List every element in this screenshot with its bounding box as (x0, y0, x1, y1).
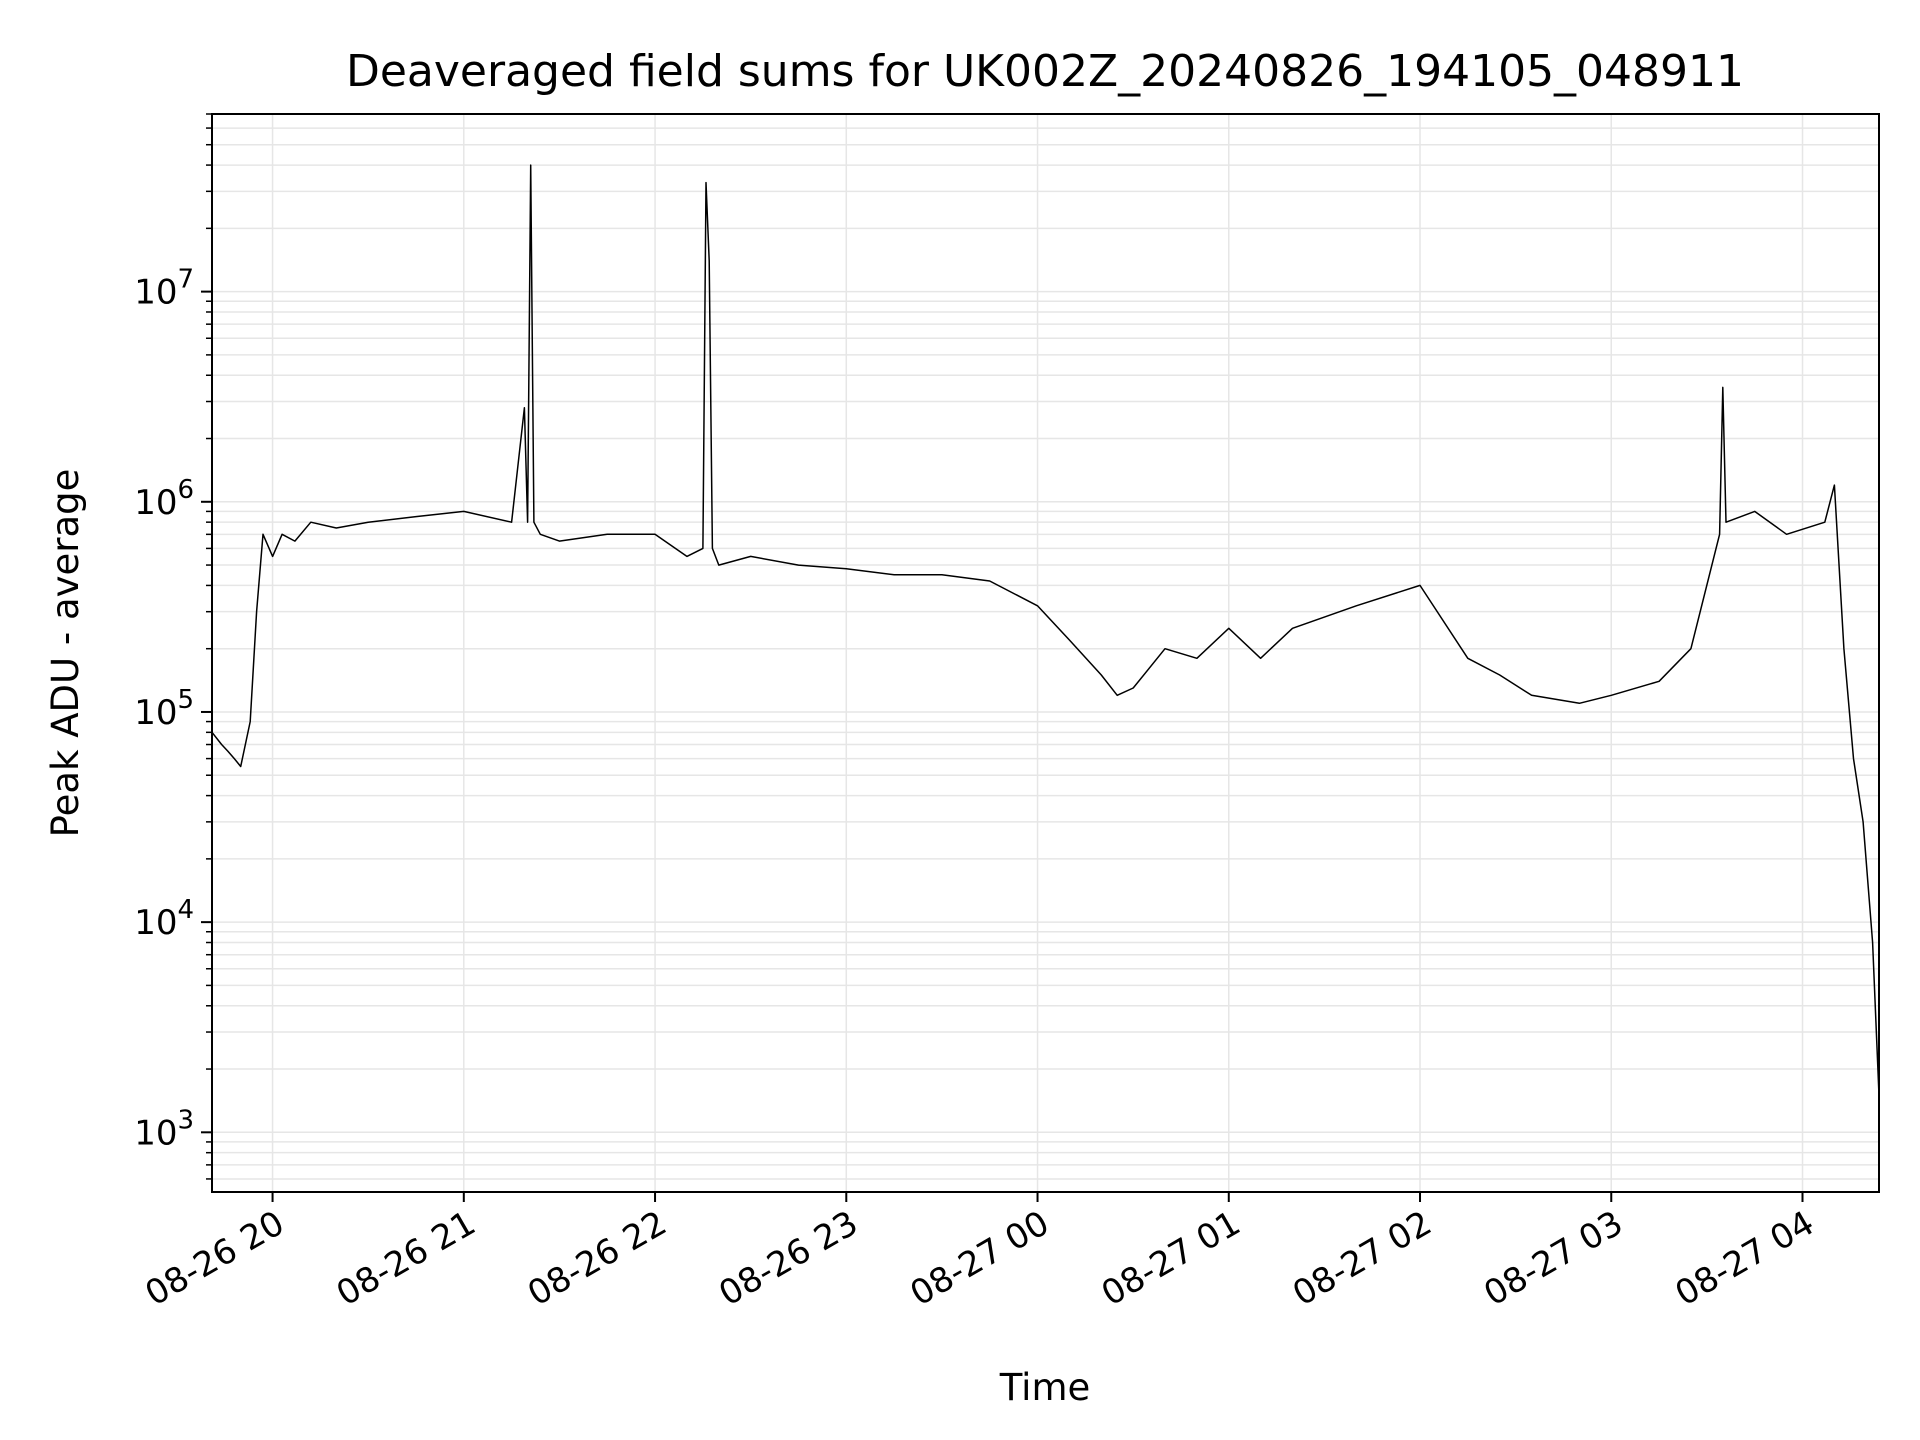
y-tick-label: 105 (134, 685, 194, 733)
x-tick-label: 08-26 21 (330, 1203, 482, 1314)
y-tick-base: 10 (134, 903, 177, 943)
x-tick-label: 08-26 22 (521, 1203, 673, 1314)
y-tick-label: 103 (134, 1105, 194, 1153)
x-axis-label: Time (999, 1366, 1091, 1409)
y-tick-exp: 6 (177, 475, 194, 505)
series-line-0 (211, 164, 1880, 1096)
x-tick-label: 08-27 00 (904, 1203, 1056, 1314)
y-tick-base: 10 (134, 693, 177, 733)
series (211, 164, 1880, 1096)
x-tick-label: 08-27 03 (1477, 1203, 1629, 1314)
x-tick-label: 08-26 23 (712, 1203, 864, 1314)
grid (212, 113, 1879, 1192)
x-ticks: 08-26 20 08-26 21 08-26 22 08-26 23 08-27 00… (139, 1192, 1821, 1314)
x-tick-label: 08-27 01 (1095, 1203, 1247, 1314)
y-tick-exp: 5 (177, 685, 194, 715)
y-tick-base: 10 (134, 483, 177, 523)
x-tick-label: 08-27 04 (1669, 1203, 1821, 1314)
y-tick-label: 104 (134, 895, 194, 943)
chart-title: Deaveraged field sums for UK002Z_2024082… (346, 46, 1744, 97)
y-axis-label: Peak ADU - average (44, 469, 87, 838)
y-tick-base: 10 (134, 273, 177, 313)
y-tick-exp: 4 (177, 895, 194, 925)
y-tick-exp: 3 (177, 1105, 194, 1135)
y-tick-label: 106 (134, 475, 194, 523)
y-tick-exp: 7 (177, 265, 194, 295)
y-tick-base: 10 (134, 1113, 177, 1153)
x-tick-label: 08-26 20 (139, 1203, 291, 1314)
plot-frame (211, 113, 1880, 1193)
y-tick-label: 107 (134, 265, 194, 313)
x-tick-label: 08-27 02 (1286, 1203, 1438, 1314)
